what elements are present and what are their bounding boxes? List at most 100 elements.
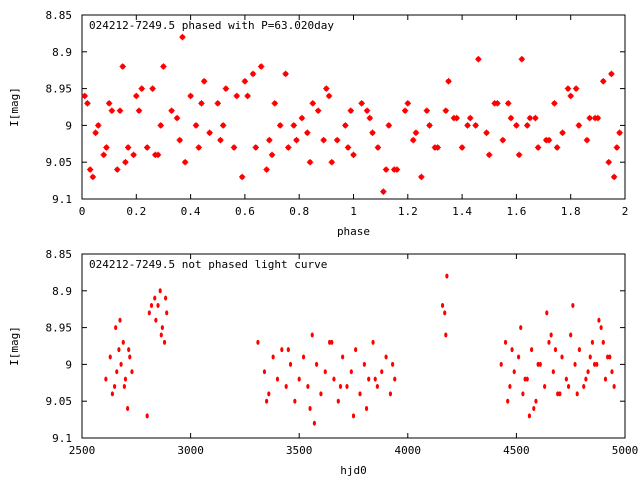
data-point	[564, 376, 568, 382]
data-point	[610, 173, 618, 181]
data-point	[605, 159, 612, 166]
data-point	[280, 347, 284, 353]
data-point	[308, 406, 312, 412]
data-point	[410, 136, 417, 144]
data-point	[603, 376, 608, 382]
data-point	[133, 92, 140, 100]
data-point	[222, 85, 230, 92]
x-axis-label: phase	[337, 225, 370, 238]
data-point	[116, 107, 124, 114]
data-point	[95, 122, 102, 129]
data-point	[584, 376, 588, 382]
y-axis-label: I[mag]	[8, 87, 21, 127]
data-point	[532, 406, 536, 412]
data-point	[512, 369, 516, 375]
data-point	[114, 325, 118, 331]
x-axis-label: hjd0	[340, 464, 367, 477]
data-point	[154, 317, 158, 323]
data-point	[256, 339, 260, 345]
data-point	[290, 122, 297, 129]
y-tick-label: 8.9	[52, 46, 72, 59]
data-point	[152, 151, 159, 159]
y-tick-label: 8.9	[52, 285, 72, 298]
data-point	[601, 339, 605, 345]
data-point	[426, 122, 433, 129]
data-point	[341, 354, 345, 360]
y-tick-label: 8.95	[46, 83, 73, 96]
x-tick-label: 3000	[177, 444, 204, 457]
data-point	[159, 332, 163, 338]
data-point	[412, 129, 420, 136]
x-tick-label: 4500	[503, 444, 530, 457]
data-point	[486, 151, 493, 159]
data-point	[130, 369, 134, 375]
data-point	[206, 129, 213, 136]
x-tick-label: 4000	[395, 444, 422, 457]
y-tick-label: 9.05	[46, 156, 73, 169]
data-point	[219, 122, 227, 129]
data-point	[613, 144, 621, 151]
data-point	[575, 391, 579, 397]
data-point	[267, 391, 271, 397]
data-point	[390, 361, 395, 367]
data-point	[527, 413, 532, 419]
data-point	[288, 361, 293, 367]
data-point	[179, 33, 186, 41]
data-point	[282, 70, 289, 78]
data-point	[160, 63, 167, 70]
data-point	[214, 100, 221, 107]
data-point	[506, 398, 510, 404]
data-point	[119, 63, 126, 70]
data-point	[524, 122, 531, 129]
data-point	[157, 122, 164, 129]
data-point	[551, 369, 555, 375]
data-point	[373, 376, 377, 382]
data-point	[115, 369, 119, 375]
data-point	[367, 376, 371, 382]
data-point	[523, 376, 527, 382]
data-point	[230, 144, 238, 151]
data-point	[284, 383, 288, 389]
x-tick-label: 1.8	[561, 205, 581, 218]
data-point	[483, 129, 490, 136]
data-point	[364, 406, 369, 412]
data-point	[241, 78, 249, 85]
data-point	[472, 122, 479, 129]
data-point	[162, 339, 167, 345]
data-point	[330, 339, 334, 345]
data-point	[369, 129, 376, 136]
data-point	[384, 354, 388, 360]
data-point	[112, 383, 117, 389]
data-point	[606, 354, 610, 360]
data-point	[513, 122, 520, 129]
data-point	[271, 354, 275, 360]
data-point	[573, 361, 577, 367]
data-point	[586, 369, 590, 375]
data-point	[494, 100, 501, 107]
data-point	[545, 136, 553, 144]
data-point	[590, 339, 595, 345]
data-point	[382, 166, 390, 173]
x-tick-label: 5000	[612, 444, 639, 457]
data-point	[453, 114, 460, 122]
data-point	[297, 376, 301, 382]
data-point	[610, 369, 614, 375]
y-tick-label: 9	[65, 358, 72, 371]
data-point	[597, 317, 601, 323]
x-tick-label: 1.6	[506, 205, 526, 218]
data-point	[252, 144, 259, 151]
data-point	[238, 173, 246, 181]
data-point	[128, 354, 132, 360]
data-point	[547, 339, 551, 345]
data-point	[505, 100, 512, 107]
data-point	[577, 347, 581, 353]
data-point	[114, 166, 121, 173]
y-tick-label: 9.1	[52, 193, 72, 206]
data-point	[440, 303, 445, 309]
data-point	[275, 376, 280, 382]
x-tick-label: 0.6	[235, 205, 255, 218]
data-point	[362, 361, 366, 367]
data-point	[126, 406, 130, 412]
data-point	[92, 129, 99, 136]
data-point	[119, 361, 123, 367]
